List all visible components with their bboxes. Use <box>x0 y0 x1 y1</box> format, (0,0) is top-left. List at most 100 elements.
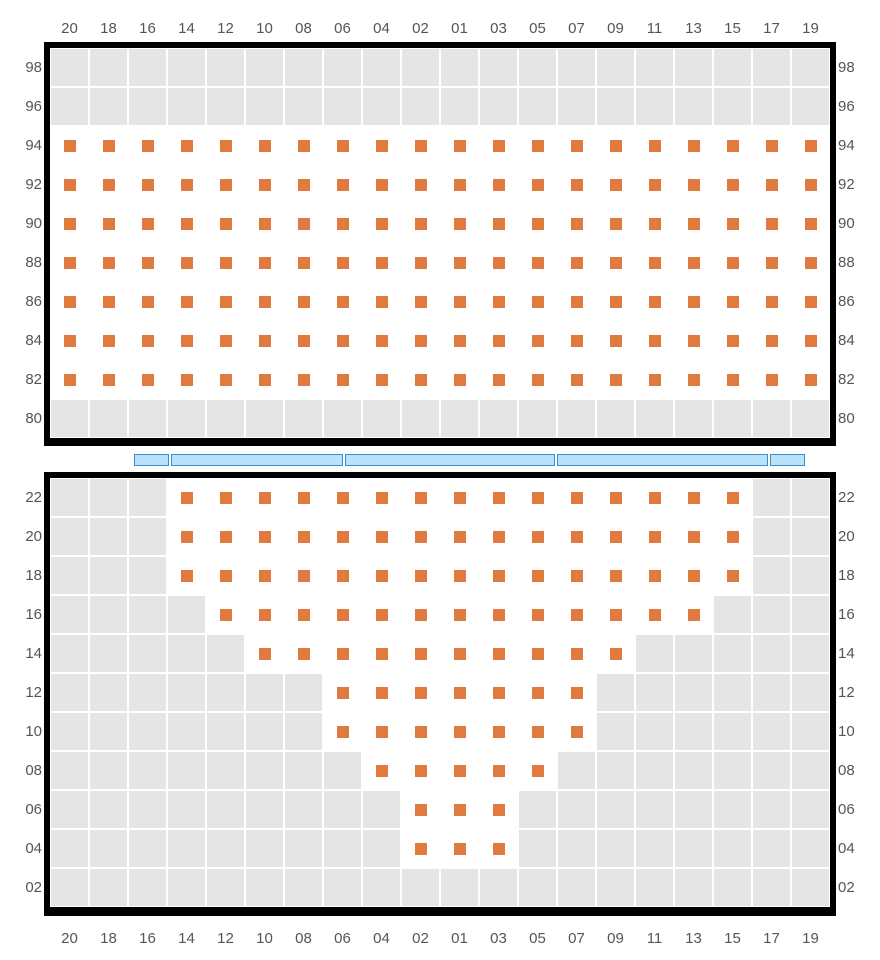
seat-cell[interactable] <box>440 204 479 243</box>
seat-cell[interactable] <box>674 243 713 282</box>
seat-cell[interactable] <box>206 321 245 360</box>
seat-cell[interactable] <box>401 360 440 399</box>
seat-cell[interactable] <box>362 165 401 204</box>
seat-cell[interactable] <box>245 517 284 556</box>
seat-cell[interactable] <box>167 321 206 360</box>
seat-cell[interactable] <box>791 321 830 360</box>
seat-cell[interactable] <box>284 204 323 243</box>
seat-cell[interactable] <box>752 126 791 165</box>
seat-cell[interactable] <box>284 634 323 673</box>
seat-cell[interactable] <box>596 243 635 282</box>
seat-cell[interactable] <box>323 282 362 321</box>
seat-cell[interactable] <box>362 478 401 517</box>
seat-cell[interactable] <box>674 595 713 634</box>
seat-cell[interactable] <box>362 282 401 321</box>
seat-cell[interactable] <box>362 634 401 673</box>
seat-cell[interactable] <box>596 478 635 517</box>
seat-cell[interactable] <box>206 204 245 243</box>
seat-cell[interactable] <box>362 204 401 243</box>
seat-cell[interactable] <box>518 556 557 595</box>
seat-cell[interactable] <box>401 790 440 829</box>
seat-cell[interactable] <box>596 165 635 204</box>
seat-cell[interactable] <box>401 556 440 595</box>
seat-cell[interactable] <box>596 282 635 321</box>
seat-cell[interactable] <box>50 126 89 165</box>
seat-cell[interactable] <box>245 360 284 399</box>
seat-cell[interactable] <box>167 204 206 243</box>
seat-cell[interactable] <box>518 517 557 556</box>
seat-cell[interactable] <box>245 243 284 282</box>
seat-cell[interactable] <box>89 321 128 360</box>
seat-cell[interactable] <box>479 556 518 595</box>
seat-cell[interactable] <box>245 126 284 165</box>
seat-cell[interactable] <box>596 126 635 165</box>
seat-cell[interactable] <box>479 165 518 204</box>
seat-cell[interactable] <box>245 204 284 243</box>
seat-cell[interactable] <box>479 829 518 868</box>
seat-cell[interactable] <box>245 478 284 517</box>
seat-cell[interactable] <box>206 360 245 399</box>
seat-cell[interactable] <box>479 712 518 751</box>
seat-cell[interactable] <box>479 673 518 712</box>
seat-cell[interactable] <box>557 478 596 517</box>
seat-cell[interactable] <box>323 321 362 360</box>
seat-cell[interactable] <box>401 478 440 517</box>
seat-cell[interactable] <box>284 556 323 595</box>
seat-cell[interactable] <box>284 321 323 360</box>
seat-cell[interactable] <box>401 517 440 556</box>
seat-cell[interactable] <box>206 556 245 595</box>
seat-cell[interactable] <box>362 243 401 282</box>
seat-cell[interactable] <box>791 360 830 399</box>
seat-cell[interactable] <box>791 204 830 243</box>
seat-cell[interactable] <box>128 126 167 165</box>
seat-cell[interactable] <box>206 282 245 321</box>
seat-cell[interactable] <box>557 165 596 204</box>
seat-cell[interactable] <box>89 204 128 243</box>
seat-cell[interactable] <box>518 243 557 282</box>
seat-cell[interactable] <box>401 204 440 243</box>
seat-cell[interactable] <box>752 321 791 360</box>
seat-cell[interactable] <box>440 751 479 790</box>
seat-cell[interactable] <box>635 165 674 204</box>
seat-cell[interactable] <box>518 360 557 399</box>
seat-cell[interactable] <box>323 126 362 165</box>
seat-cell[interactable] <box>362 751 401 790</box>
seat-cell[interactable] <box>479 126 518 165</box>
seat-cell[interactable] <box>674 165 713 204</box>
seat-cell[interactable] <box>206 517 245 556</box>
seat-cell[interactable] <box>401 751 440 790</box>
seat-cell[interactable] <box>791 282 830 321</box>
seat-cell[interactable] <box>284 243 323 282</box>
seat-cell[interactable] <box>362 712 401 751</box>
seat-cell[interactable] <box>323 243 362 282</box>
seat-cell[interactable] <box>89 165 128 204</box>
seat-cell[interactable] <box>752 360 791 399</box>
seat-cell[interactable] <box>674 321 713 360</box>
seat-cell[interactable] <box>596 517 635 556</box>
seat-cell[interactable] <box>440 595 479 634</box>
seat-cell[interactable] <box>284 165 323 204</box>
seat-cell[interactable] <box>518 478 557 517</box>
seat-cell[interactable] <box>128 321 167 360</box>
seat-cell[interactable] <box>674 282 713 321</box>
seat-cell[interactable] <box>557 517 596 556</box>
seat-cell[interactable] <box>206 478 245 517</box>
seat-cell[interactable] <box>323 517 362 556</box>
seat-cell[interactable] <box>557 204 596 243</box>
seat-cell[interactable] <box>128 282 167 321</box>
seat-cell[interactable] <box>518 204 557 243</box>
seat-cell[interactable] <box>557 556 596 595</box>
seat-cell[interactable] <box>752 282 791 321</box>
seat-cell[interactable] <box>791 165 830 204</box>
seat-cell[interactable] <box>401 165 440 204</box>
seat-cell[interactable] <box>479 751 518 790</box>
seat-cell[interactable] <box>440 360 479 399</box>
seat-cell[interactable] <box>401 634 440 673</box>
seat-cell[interactable] <box>479 204 518 243</box>
seat-cell[interactable] <box>362 360 401 399</box>
seat-cell[interactable] <box>401 282 440 321</box>
seat-cell[interactable] <box>791 126 830 165</box>
seat-cell[interactable] <box>89 243 128 282</box>
seat-cell[interactable] <box>323 712 362 751</box>
seat-cell[interactable] <box>89 126 128 165</box>
